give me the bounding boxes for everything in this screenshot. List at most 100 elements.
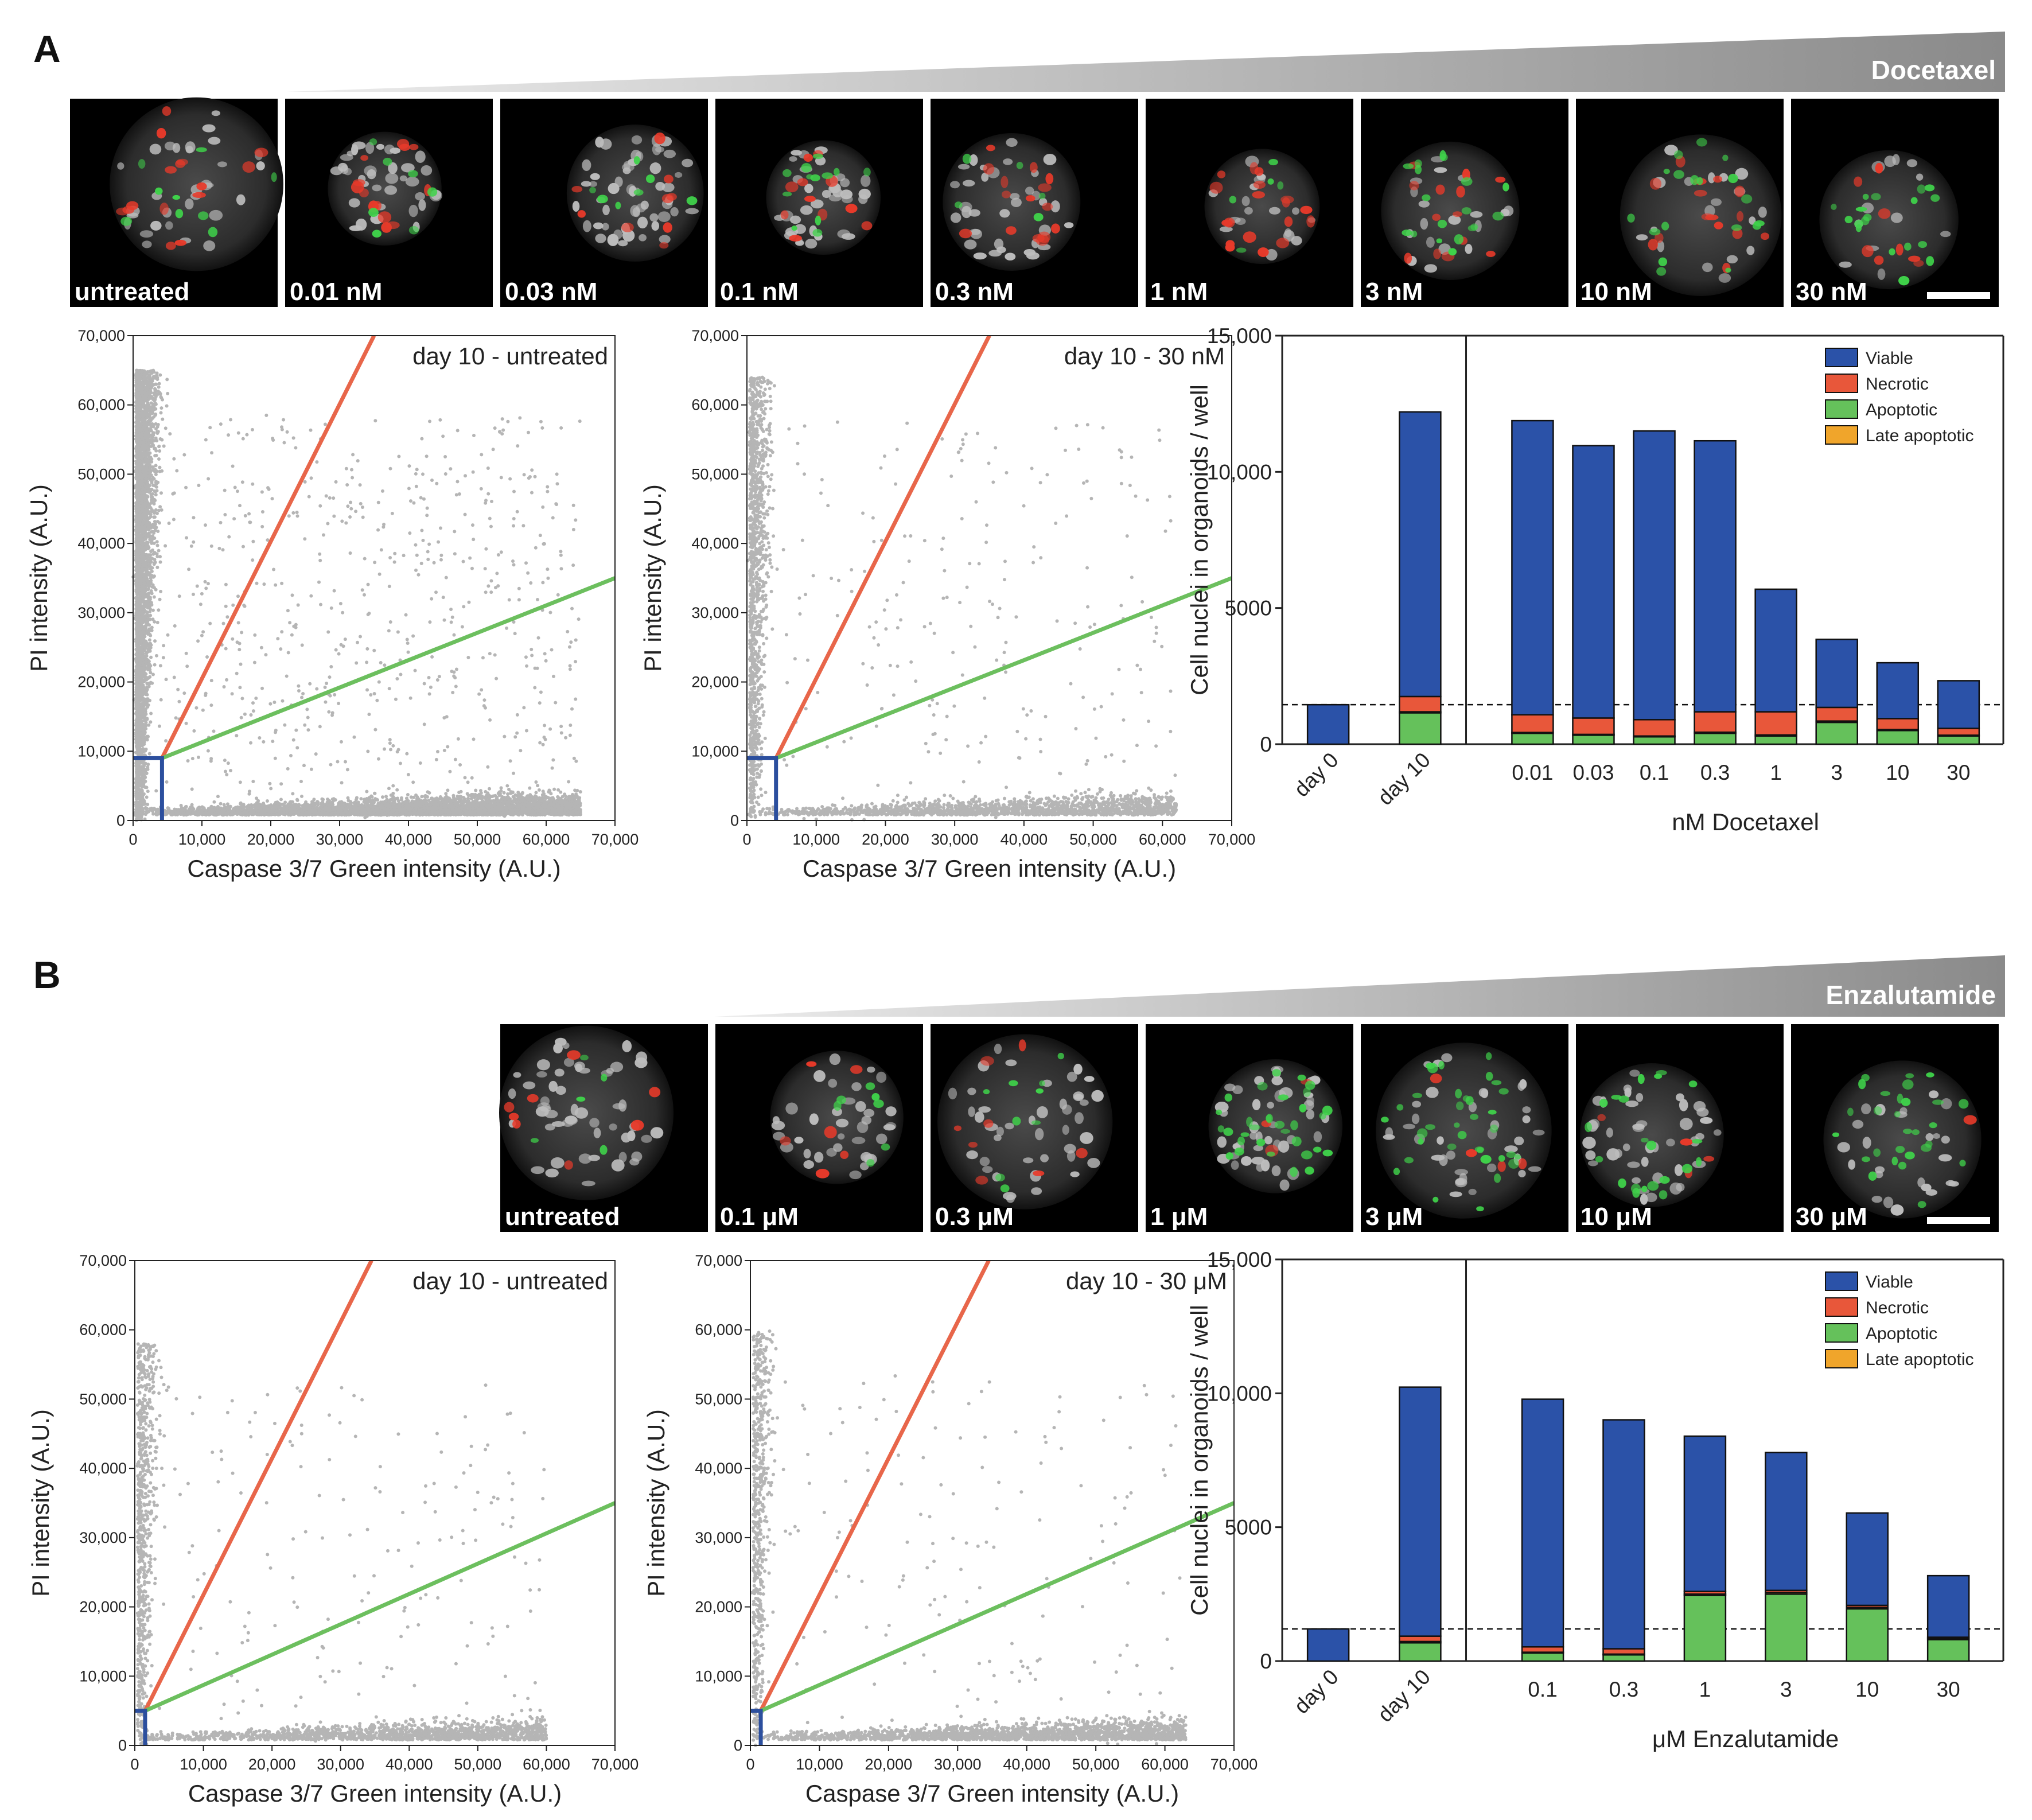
apoptotic-nucleus: [1924, 184, 1935, 192]
data-point: [146, 587, 150, 591]
data-point: [135, 668, 139, 672]
necrotic-nucleus: [1300, 205, 1313, 215]
nucleus: [367, 169, 376, 180]
data-point: [138, 387, 142, 391]
nucleus: [1465, 244, 1473, 254]
data-point: [143, 718, 147, 722]
data-point: [134, 518, 138, 522]
data-point: [135, 760, 139, 764]
nucleus: [348, 198, 360, 208]
data-point: [150, 409, 154, 413]
data-point: [144, 385, 148, 389]
data-point: [134, 781, 138, 785]
apoptotic-nucleus: [427, 187, 438, 197]
apoptotic-nucleus: [1696, 177, 1703, 185]
necrotic-nucleus: [1878, 208, 1891, 219]
necrotic-nucleus: [1217, 170, 1226, 178]
data-point: [148, 390, 152, 394]
nucleus: [1758, 207, 1767, 218]
apoptotic-nucleus: [1411, 230, 1418, 238]
data-point: [134, 404, 138, 408]
data-point: [147, 370, 151, 374]
nucleus: [651, 221, 660, 231]
necrotic-nucleus: [1243, 231, 1256, 243]
data-point: [149, 680, 153, 685]
nucleus: [601, 223, 609, 231]
apoptotic-nucleus: [812, 229, 823, 237]
apoptotic-nucleus: [1910, 197, 1918, 204]
apoptotic-nucleus: [1448, 248, 1457, 256]
data-point: [141, 799, 145, 803]
nucleus: [185, 198, 194, 209]
data-point: [159, 491, 164, 495]
necrotic-nucleus: [1209, 181, 1223, 194]
nucleus: [652, 143, 661, 155]
data-point: [151, 548, 155, 552]
data-point: [154, 402, 158, 406]
nucleus: [608, 182, 620, 195]
necrotic-nucleus: [621, 223, 634, 232]
data-point: [152, 586, 156, 590]
nucleus: [602, 204, 610, 216]
apoptotic-nucleus: [120, 216, 133, 226]
data-point: [147, 638, 151, 642]
data-point: [138, 561, 142, 565]
data-point: [141, 567, 145, 571]
data-point: [140, 409, 144, 413]
nucleus: [1434, 167, 1447, 173]
data-point: [151, 368, 155, 372]
data-point: [142, 400, 146, 405]
data-point: [136, 555, 140, 559]
data-point: [138, 737, 142, 741]
data-point: [151, 483, 155, 487]
apoptotic-nucleus: [1461, 177, 1473, 186]
data-point: [143, 702, 147, 706]
data-point: [137, 370, 141, 374]
nucleus: [1749, 216, 1756, 225]
nucleus: [613, 230, 622, 239]
data-point: [157, 508, 161, 512]
data-point: [153, 663, 157, 667]
data-point: [140, 687, 144, 691]
data-point: [143, 472, 147, 476]
apoptotic-nucleus: [1656, 267, 1667, 276]
data-point: [142, 779, 146, 783]
data-point: [138, 571, 142, 575]
nucleus: [1003, 158, 1013, 165]
apoptotic-nucleus: [1661, 221, 1669, 231]
data-point: [137, 784, 141, 788]
necrotic-nucleus: [861, 221, 873, 231]
data-point: [143, 443, 147, 447]
nucleus: [203, 240, 216, 251]
nucleus: [1005, 252, 1016, 260]
data-point: [138, 772, 142, 776]
apoptotic-nucleus: [1728, 173, 1738, 184]
data-point: [157, 382, 161, 386]
necrotic-nucleus: [360, 155, 368, 161]
necrotic-nucleus: [409, 143, 419, 150]
nucleus: [1006, 138, 1018, 147]
data-point: [136, 473, 140, 477]
apoptotic-nucleus: [1439, 150, 1446, 161]
data-point: [144, 646, 148, 650]
data-point: [144, 600, 148, 604]
nucleus: [185, 146, 193, 154]
data-point: [143, 426, 147, 430]
apoptotic-nucleus: [633, 156, 640, 165]
data-point: [141, 441, 145, 445]
apoptotic-nucleus: [1862, 193, 1869, 200]
data-point: [142, 514, 146, 518]
nucleus: [1424, 264, 1438, 273]
data-point: [154, 485, 158, 489]
data-point: [142, 549, 146, 553]
necrotic-nucleus: [1280, 196, 1294, 204]
data-point: [149, 613, 153, 617]
nucleus: [640, 200, 649, 210]
data-point: [144, 494, 148, 498]
nucleus: [405, 177, 419, 187]
necrotic-nucleus: [845, 204, 858, 213]
necrotic-nucleus: [159, 203, 169, 215]
data-point: [146, 803, 150, 807]
data-point: [149, 655, 153, 659]
data-point: [147, 523, 151, 527]
